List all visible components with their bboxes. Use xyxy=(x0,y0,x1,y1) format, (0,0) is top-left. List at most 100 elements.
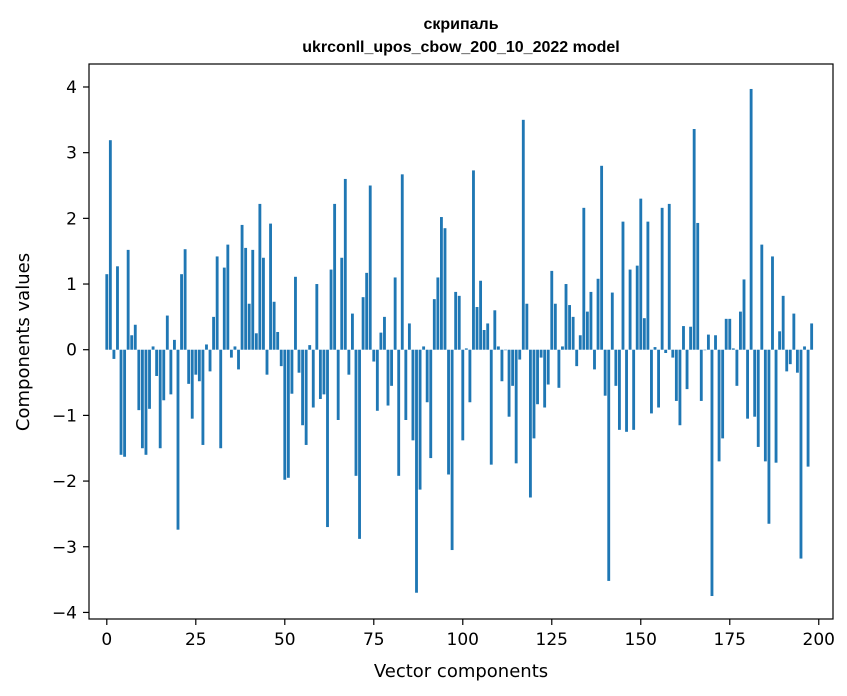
bar xyxy=(568,305,571,350)
bar xyxy=(774,349,778,463)
bar xyxy=(244,247,248,350)
x-tick-label: 50 xyxy=(274,630,296,650)
bar xyxy=(767,349,771,524)
bar xyxy=(600,165,604,350)
bar xyxy=(496,346,500,350)
bar xyxy=(283,349,287,480)
bar xyxy=(329,269,333,350)
bar xyxy=(653,347,657,350)
bar xyxy=(678,349,682,426)
bar xyxy=(237,349,240,370)
bar xyxy=(582,207,586,350)
bar xyxy=(144,349,148,455)
bar xyxy=(297,349,301,373)
bar xyxy=(265,349,269,375)
bar xyxy=(116,266,119,350)
bar xyxy=(432,299,436,350)
bar xyxy=(276,331,280,350)
bar xyxy=(489,349,493,465)
bar xyxy=(571,316,575,350)
bar xyxy=(226,244,230,350)
y-tick-label: 2 xyxy=(66,209,77,229)
x-tick-label: 25 xyxy=(185,630,207,650)
bar xyxy=(254,333,258,350)
bar xyxy=(792,313,796,350)
bar xyxy=(472,170,475,350)
bar xyxy=(130,335,134,350)
bar xyxy=(105,274,109,350)
bar xyxy=(390,349,394,386)
bar xyxy=(279,349,283,367)
bar xyxy=(262,257,265,350)
bar xyxy=(351,313,354,350)
bar xyxy=(674,349,678,401)
bar xyxy=(308,345,312,350)
bar xyxy=(585,311,589,350)
bar xyxy=(706,334,710,350)
bar xyxy=(714,335,717,350)
bar xyxy=(119,349,123,455)
y-tick-label: −1 xyxy=(52,406,77,426)
bar xyxy=(749,88,753,350)
bar xyxy=(397,349,401,476)
bar xyxy=(315,284,319,350)
bar xyxy=(788,349,792,365)
bar xyxy=(603,349,607,396)
bar xyxy=(176,349,180,530)
bar xyxy=(479,280,483,350)
bar xyxy=(404,349,408,420)
bar xyxy=(803,346,806,350)
bar xyxy=(301,349,305,426)
bar xyxy=(742,279,746,350)
bar xyxy=(123,349,127,457)
bar xyxy=(739,311,742,350)
x-tick-label: 75 xyxy=(363,630,385,650)
bar xyxy=(386,349,390,406)
bar xyxy=(806,349,810,467)
x-tick-label: 200 xyxy=(803,630,835,650)
bar xyxy=(418,349,422,490)
bar xyxy=(539,349,543,358)
bar xyxy=(564,284,568,350)
y-tick-label: 4 xyxy=(66,78,77,98)
bar xyxy=(240,224,244,350)
bar xyxy=(525,303,529,350)
bar xyxy=(365,272,369,350)
bar xyxy=(137,349,141,411)
bar xyxy=(482,330,486,350)
bar xyxy=(368,185,372,350)
bar xyxy=(528,349,532,498)
bar xyxy=(269,223,272,350)
bar xyxy=(436,277,440,350)
bar xyxy=(699,349,703,401)
bar xyxy=(155,349,159,376)
bar xyxy=(383,316,386,350)
bar xyxy=(607,349,611,581)
bar xyxy=(696,222,700,350)
bar xyxy=(318,349,322,399)
bar xyxy=(222,267,226,350)
bar xyxy=(710,349,714,597)
bar xyxy=(183,249,187,350)
bar xyxy=(632,349,636,430)
bar xyxy=(258,203,262,350)
bar xyxy=(667,203,671,350)
bar xyxy=(682,326,685,350)
bar xyxy=(561,346,564,350)
x-tick-label: 100 xyxy=(447,630,479,650)
bar xyxy=(511,349,515,386)
bar xyxy=(721,349,725,439)
bar xyxy=(536,349,539,405)
bar xyxy=(664,349,668,353)
bar xyxy=(205,344,208,350)
bar xyxy=(108,140,112,350)
bar xyxy=(415,349,418,593)
bar xyxy=(140,349,144,449)
bar xyxy=(229,349,233,358)
bar xyxy=(781,295,785,350)
bar xyxy=(610,292,614,350)
bar xyxy=(639,198,643,350)
bar xyxy=(158,349,162,449)
bar xyxy=(219,349,223,449)
